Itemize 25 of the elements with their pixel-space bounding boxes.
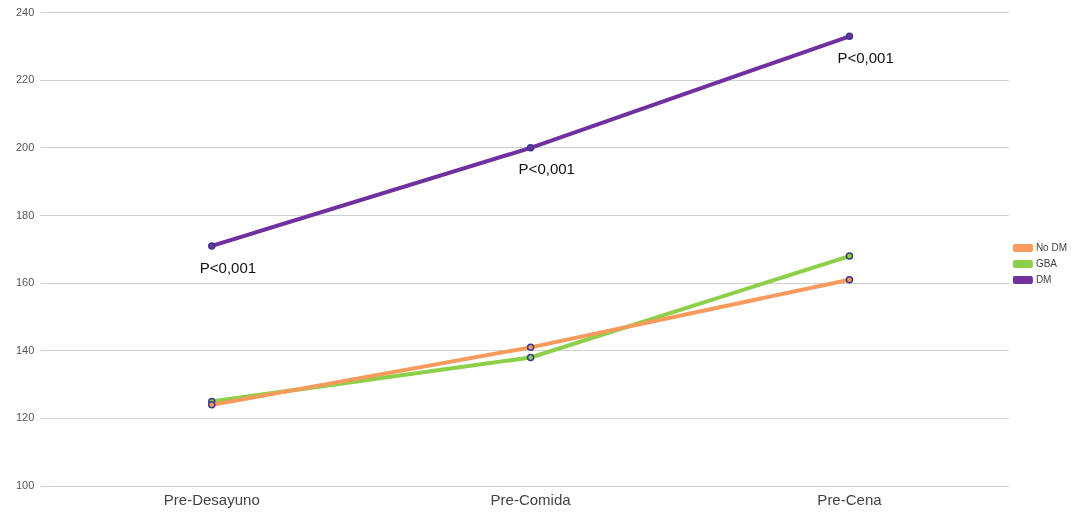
point xyxy=(845,252,854,260)
x-tick-label: Pre-Cena xyxy=(817,491,883,509)
point xyxy=(845,275,854,284)
point xyxy=(526,144,535,152)
legend-label: No DM xyxy=(1035,241,1068,253)
annotation: P<0,001 xyxy=(837,48,894,66)
y-tick-label: 200 xyxy=(15,140,35,153)
point xyxy=(526,353,535,362)
point xyxy=(208,401,216,409)
y-tick-label: 180 xyxy=(15,208,35,221)
annotation: P<0,001 xyxy=(199,258,257,276)
legend-label: DM xyxy=(1035,273,1052,285)
legend-label: GBA xyxy=(1035,257,1058,269)
y-tick-label: 240 xyxy=(15,5,35,18)
point xyxy=(526,343,535,352)
x-tick-label: Pre-Comida xyxy=(490,491,572,509)
point xyxy=(845,32,854,41)
point xyxy=(208,242,216,250)
y-tick-label: 140 xyxy=(15,343,35,356)
y-tick-label: 120 xyxy=(15,411,35,424)
annotation: P<0,001 xyxy=(518,160,575,178)
y-tick-label: 220 xyxy=(15,73,35,86)
y-tick-label: 160 xyxy=(15,276,35,289)
x-tick-label: Pre-Desayuno xyxy=(163,491,260,509)
y-tick-label: 100 xyxy=(15,479,35,492)
